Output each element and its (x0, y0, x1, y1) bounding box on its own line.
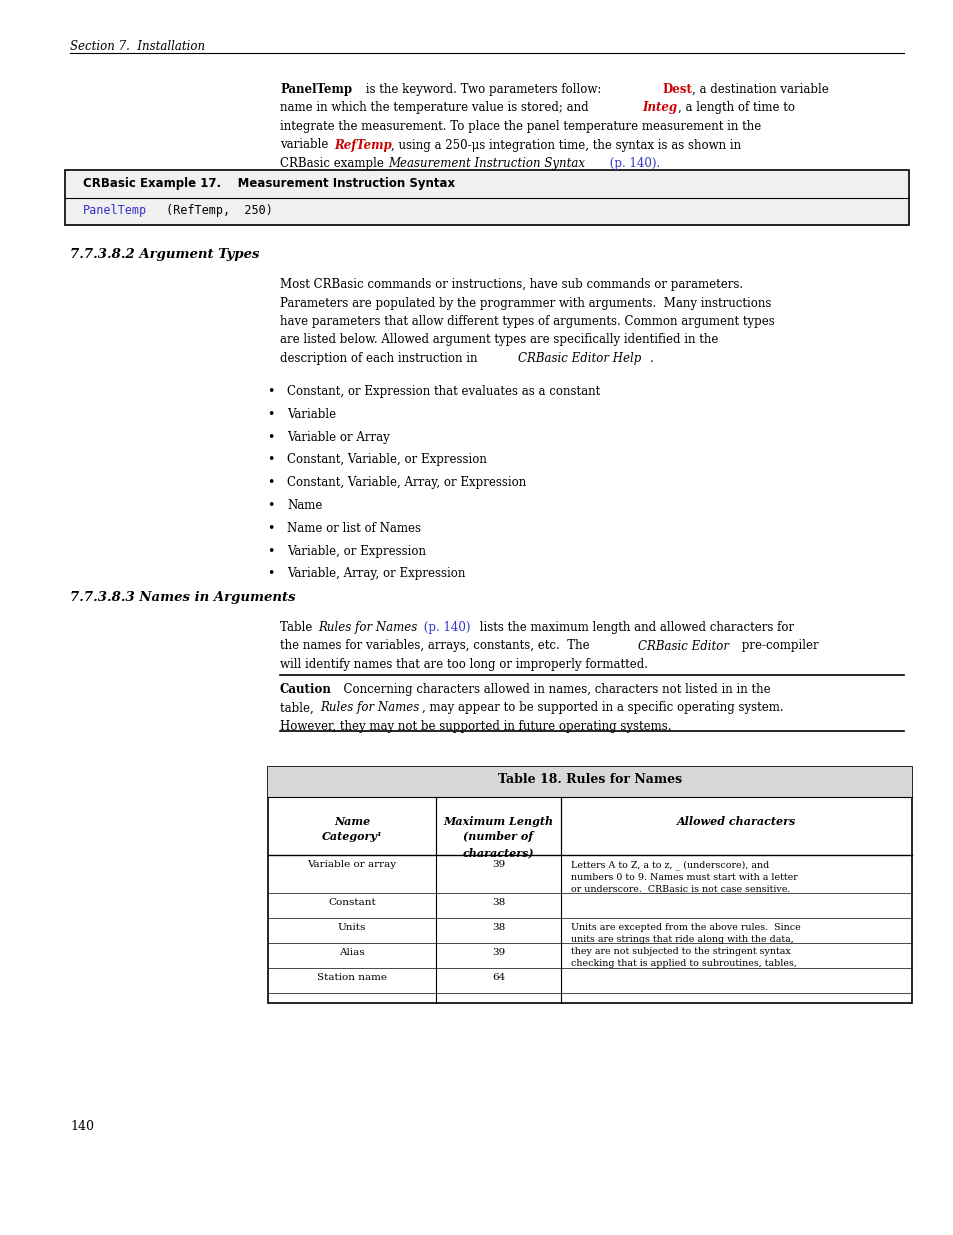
Text: lists the maximum length and allowed characters for: lists the maximum length and allowed cha… (476, 621, 793, 634)
Text: •: • (267, 408, 274, 421)
Text: 7.7.3.8.3 Names in Arguments: 7.7.3.8.3 Names in Arguments (70, 592, 295, 604)
Text: 7.7.3.8.2 Argument Types: 7.7.3.8.2 Argument Types (70, 248, 259, 261)
Text: (p. 140): (p. 140) (419, 621, 470, 634)
Text: will identify names that are too long or improperly formatted.: will identify names that are too long or… (280, 658, 647, 671)
Text: Table: Table (280, 621, 315, 634)
Text: Variable, Array, or Expression: Variable, Array, or Expression (287, 567, 465, 580)
Text: Concerning characters allowed in names, characters not listed in in the: Concerning characters allowed in names, … (335, 683, 770, 697)
Text: 140: 140 (70, 1120, 94, 1132)
Text: •: • (267, 545, 274, 557)
FancyBboxPatch shape (268, 767, 911, 1003)
Text: , a length of time to: , a length of time to (678, 101, 794, 115)
Text: •: • (267, 453, 274, 467)
Text: CRBasic Editor: CRBasic Editor (638, 640, 728, 652)
Text: •: • (267, 385, 274, 398)
Text: pre-compiler: pre-compiler (738, 640, 818, 652)
Text: Name or list of Names: Name or list of Names (287, 522, 420, 535)
Text: CRBasic example: CRBasic example (280, 157, 387, 170)
Text: Constant: Constant (328, 898, 375, 906)
Text: Table 18. Rules for Names: Table 18. Rules for Names (497, 773, 681, 785)
Text: variable: variable (280, 138, 332, 152)
Text: (RefTemp,  250): (RefTemp, 250) (166, 204, 273, 217)
Text: •: • (267, 567, 274, 580)
Text: Station name: Station name (316, 973, 387, 982)
Text: CRBasic Editor Help: CRBasic Editor Help (517, 352, 640, 366)
Text: Alias: Alias (339, 948, 364, 957)
Text: •: • (267, 431, 274, 443)
FancyBboxPatch shape (268, 767, 911, 797)
Text: •: • (267, 499, 274, 513)
Text: 38: 38 (492, 898, 504, 906)
Text: Name: Name (287, 499, 322, 513)
Text: PanelTemp: PanelTemp (280, 83, 352, 96)
Text: •: • (267, 477, 274, 489)
FancyBboxPatch shape (65, 170, 908, 225)
Text: integrate the measurement. To place the panel temperature measurement in the: integrate the measurement. To place the … (280, 120, 760, 133)
Text: Maximum Length
(number of
characters): Maximum Length (number of characters) (443, 816, 553, 858)
Text: Variable, or Expression: Variable, or Expression (287, 545, 426, 557)
Text: is the keyword. Two parameters follow:: is the keyword. Two parameters follow: (361, 83, 604, 96)
Text: Constant, Variable, or Expression: Constant, Variable, or Expression (287, 453, 486, 467)
Text: Variable: Variable (287, 408, 335, 421)
Text: Rules for Names: Rules for Names (319, 701, 418, 715)
Text: Dest: Dest (661, 83, 691, 96)
Text: 64: 64 (492, 973, 504, 982)
Text: Constant, or Expression that evaluates as a constant: Constant, or Expression that evaluates a… (287, 385, 599, 398)
Text: Caution: Caution (280, 683, 332, 697)
Text: Integ: Integ (641, 101, 677, 115)
Text: Letters A to Z, a to z, _ (underscore), and
numbers 0 to 9. Names must start wit: Letters A to Z, a to z, _ (underscore), … (571, 860, 797, 894)
Text: Units: Units (337, 923, 366, 932)
Text: Section 7.  Installation: Section 7. Installation (70, 40, 205, 53)
Text: 39: 39 (492, 860, 504, 869)
Text: have parameters that allow different types of arguments. Common argument types: have parameters that allow different typ… (280, 315, 774, 329)
Text: Constant, Variable, Array, or Expression: Constant, Variable, Array, or Expression (287, 477, 526, 489)
Text: Variable or Array: Variable or Array (287, 431, 390, 443)
Text: Units are excepted from the above rules.  Since
units are strings that ride alon: Units are excepted from the above rules.… (571, 923, 800, 968)
Text: are listed below. Allowed argument types are specifically identified in the: are listed below. Allowed argument types… (280, 333, 718, 347)
Text: Name
Category¹: Name Category¹ (321, 816, 382, 842)
Text: , using a 250-μs integration time, the syntax is as shown in: , using a 250-μs integration time, the s… (391, 138, 740, 152)
Text: RefTemp: RefTemp (334, 138, 392, 152)
Text: Most CRBasic commands or instructions, have sub commands or parameters.: Most CRBasic commands or instructions, h… (280, 278, 742, 291)
Text: (p. 140).: (p. 140). (605, 157, 659, 170)
Text: Allowed characters: Allowed characters (677, 816, 796, 827)
Text: PanelTemp: PanelTemp (83, 204, 147, 217)
Text: 38: 38 (492, 923, 504, 932)
Text: .: . (649, 352, 653, 366)
Text: •: • (267, 522, 274, 535)
Text: However, they may not be supported in future operating systems.: However, they may not be supported in fu… (280, 720, 671, 734)
Text: Rules for Names: Rules for Names (317, 621, 416, 634)
Text: , may appear to be supported in a specific operating system.: , may appear to be supported in a specif… (421, 701, 782, 715)
Text: name in which the temperature value is stored; and: name in which the temperature value is s… (280, 101, 592, 115)
Text: , a destination variable: , a destination variable (691, 83, 828, 96)
Text: Parameters are populated by the programmer with arguments.  Many instructions: Parameters are populated by the programm… (280, 296, 771, 310)
Text: Measurement Instruction Syntax: Measurement Instruction Syntax (388, 157, 584, 170)
Text: the names for variables, arrays, constants, etc.  The: the names for variables, arrays, constan… (280, 640, 593, 652)
Text: CRBasic Example 17.    Measurement Instruction Syntax: CRBasic Example 17. Measurement Instruct… (83, 177, 455, 190)
Text: 39: 39 (492, 948, 504, 957)
Text: description of each instruction in: description of each instruction in (280, 352, 480, 366)
Text: Variable or array: Variable or array (307, 860, 396, 869)
Text: table,: table, (280, 701, 317, 715)
